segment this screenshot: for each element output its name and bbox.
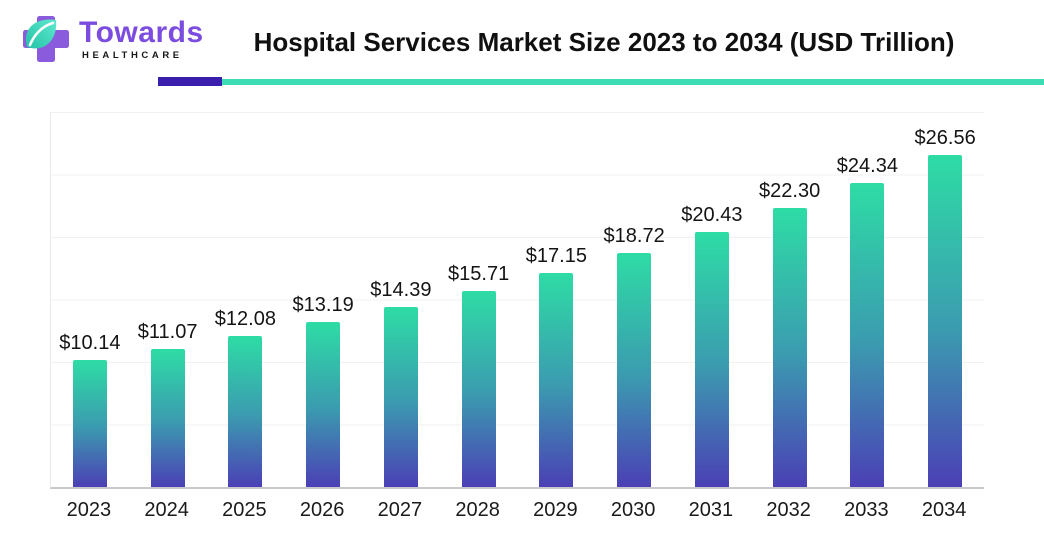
bar-group: $17.15 bbox=[518, 112, 596, 487]
bar bbox=[694, 232, 729, 487]
divider-teal-segment bbox=[222, 79, 1044, 85]
healthcare-cross-leaf-icon bbox=[23, 16, 69, 62]
bar bbox=[772, 208, 807, 487]
bar-value-label: $12.08 bbox=[214, 308, 276, 330]
bar-group: $24.34 bbox=[829, 112, 907, 487]
x-axis-tick-label: 2025 bbox=[222, 499, 267, 521]
bar-group: $26.56 bbox=[906, 112, 984, 487]
x-axis-labels: 2023 2024 2025 2026 2027 2028 2029 2030 2031 2032… bbox=[50, 499, 983, 522]
bar-value-label: $15.71 bbox=[448, 263, 510, 285]
x-axis-tick-label: 2028 bbox=[455, 499, 500, 521]
brand-name: Towards bbox=[79, 16, 204, 49]
bar-value-label: $17.15 bbox=[525, 245, 587, 267]
bar-group: $20.43 bbox=[673, 112, 751, 487]
x-axis-tick-label: 2026 bbox=[299, 499, 345, 521]
bars-container: $10.14 $11.07 $12.08 $13.19 $14.39 $15.71 $17.… bbox=[51, 112, 984, 487]
brand-subtitle: HEALTHCARE bbox=[82, 50, 183, 61]
bar-value-label: $10.14 bbox=[59, 332, 121, 354]
bar bbox=[928, 155, 963, 487]
x-axis-tick-label: 2023 bbox=[66, 499, 112, 521]
chart-title: Hospital Services Market Size 2023 to 20… bbox=[253, 27, 955, 57]
bar-value-label: $11.07 bbox=[137, 321, 198, 343]
bar-group: $15.71 bbox=[440, 112, 518, 487]
x-axis-tick-label: 2034 bbox=[921, 499, 967, 521]
bar bbox=[228, 336, 263, 487]
bar bbox=[306, 322, 341, 487]
bar-value-label: $24.34 bbox=[836, 155, 898, 177]
bar-value-label: $18.72 bbox=[603, 225, 665, 247]
brand-logo: Towards HEALTHCARE bbox=[23, 13, 203, 65]
bar-group: $11.07 bbox=[129, 112, 207, 487]
plot-area: $10.14 $11.07 $12.08 $13.19 $14.39 $15.71 $17.… bbox=[50, 112, 984, 489]
x-axis-tick-label: 2032 bbox=[766, 499, 811, 521]
bar bbox=[150, 349, 185, 487]
bar-group: $10.14 bbox=[51, 112, 129, 487]
x-axis-tick-label: 2031 bbox=[688, 499, 734, 521]
x-axis-tick-label: 2024 bbox=[144, 499, 189, 521]
bar-value-label: $20.43 bbox=[681, 204, 743, 226]
bar bbox=[850, 183, 885, 487]
bar-value-label: $13.19 bbox=[292, 294, 354, 316]
bar-group: $14.39 bbox=[362, 112, 440, 487]
bar-group: $13.19 bbox=[284, 112, 362, 487]
bar bbox=[383, 307, 418, 487]
bar bbox=[539, 273, 574, 487]
bar bbox=[72, 360, 107, 487]
bar-group: $18.72 bbox=[595, 112, 673, 487]
bar bbox=[461, 291, 496, 487]
divider-purple-segment bbox=[158, 77, 222, 86]
x-axis-tick-label: 2033 bbox=[844, 499, 889, 521]
bar-value-label: $22.30 bbox=[759, 180, 821, 202]
x-axis-tick-label: 2030 bbox=[610, 499, 656, 521]
x-axis-tick-label: 2029 bbox=[533, 499, 578, 521]
bar-value-label: $14.39 bbox=[370, 279, 432, 301]
bar bbox=[617, 253, 652, 487]
x-axis-tick-label: 2027 bbox=[377, 499, 423, 521]
bar-group: $12.08 bbox=[207, 112, 285, 487]
bar-group: $22.30 bbox=[751, 112, 829, 487]
bar-value-label: $26.56 bbox=[914, 127, 976, 149]
